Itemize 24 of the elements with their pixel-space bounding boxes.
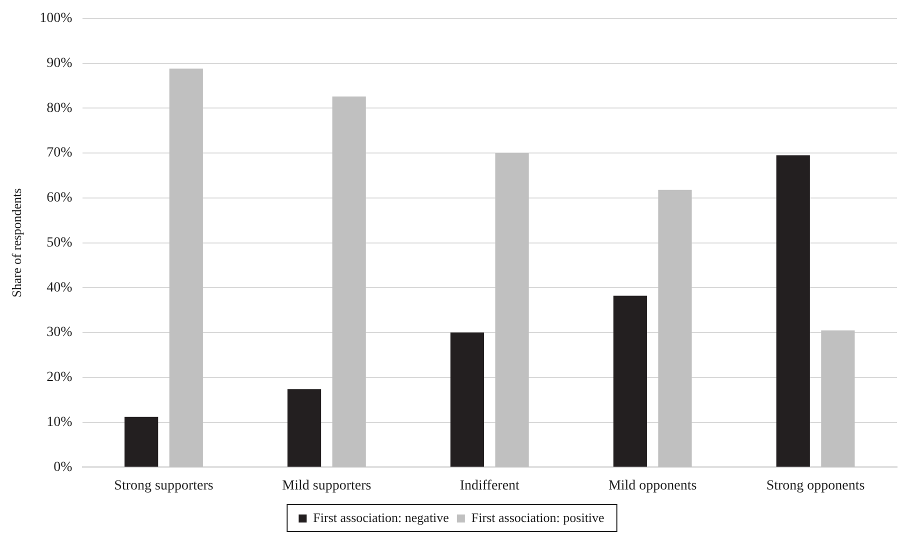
x-tick-label: Strong opponents (766, 478, 865, 494)
y-tick-label: 20% (46, 370, 73, 386)
y-tick-label: 70% (46, 146, 73, 161)
bar (287, 389, 322, 467)
y-tick-label: 60% (46, 190, 73, 206)
x-tick-label: Indifferent (460, 478, 520, 494)
y-axis-title: Share of respondents (9, 188, 24, 298)
y-tick-label: 40% (46, 280, 73, 296)
legend-label: First association: positive (471, 510, 605, 525)
x-tick-label: Strong supporters (114, 478, 214, 494)
bar (124, 416, 158, 467)
bar (776, 155, 810, 467)
y-tick-label: 10% (46, 414, 73, 430)
legend-label: First association: negative (313, 510, 450, 525)
y-tick-label: 90% (46, 56, 73, 71)
y-tick-label: 0% (54, 460, 73, 475)
y-tick-label: 50% (46, 235, 73, 250)
y-tick-label: 80% (46, 100, 73, 116)
x-tick-label: Mild supporters (282, 478, 372, 494)
bar (450, 332, 484, 467)
bar (613, 296, 647, 467)
y-tick-label: 30% (46, 325, 73, 340)
x-tick-label: Mild opponents (608, 478, 697, 494)
y-tick-label: 100% (40, 11, 73, 26)
